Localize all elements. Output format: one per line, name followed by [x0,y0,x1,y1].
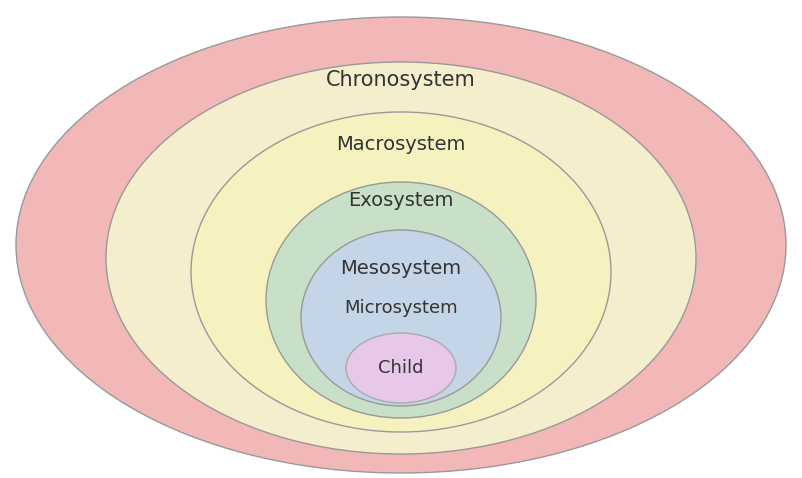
Text: Child: Child [379,359,423,377]
Ellipse shape [191,112,611,432]
Ellipse shape [16,17,786,473]
Ellipse shape [301,230,501,406]
Ellipse shape [266,182,536,418]
Text: Exosystem: Exosystem [348,191,454,209]
Text: Macrosystem: Macrosystem [336,135,466,154]
Text: Microsystem: Microsystem [344,299,458,317]
Text: Mesosystem: Mesosystem [340,259,462,278]
Text: Chronosystem: Chronosystem [326,70,476,90]
Ellipse shape [346,333,456,403]
Ellipse shape [106,62,696,454]
